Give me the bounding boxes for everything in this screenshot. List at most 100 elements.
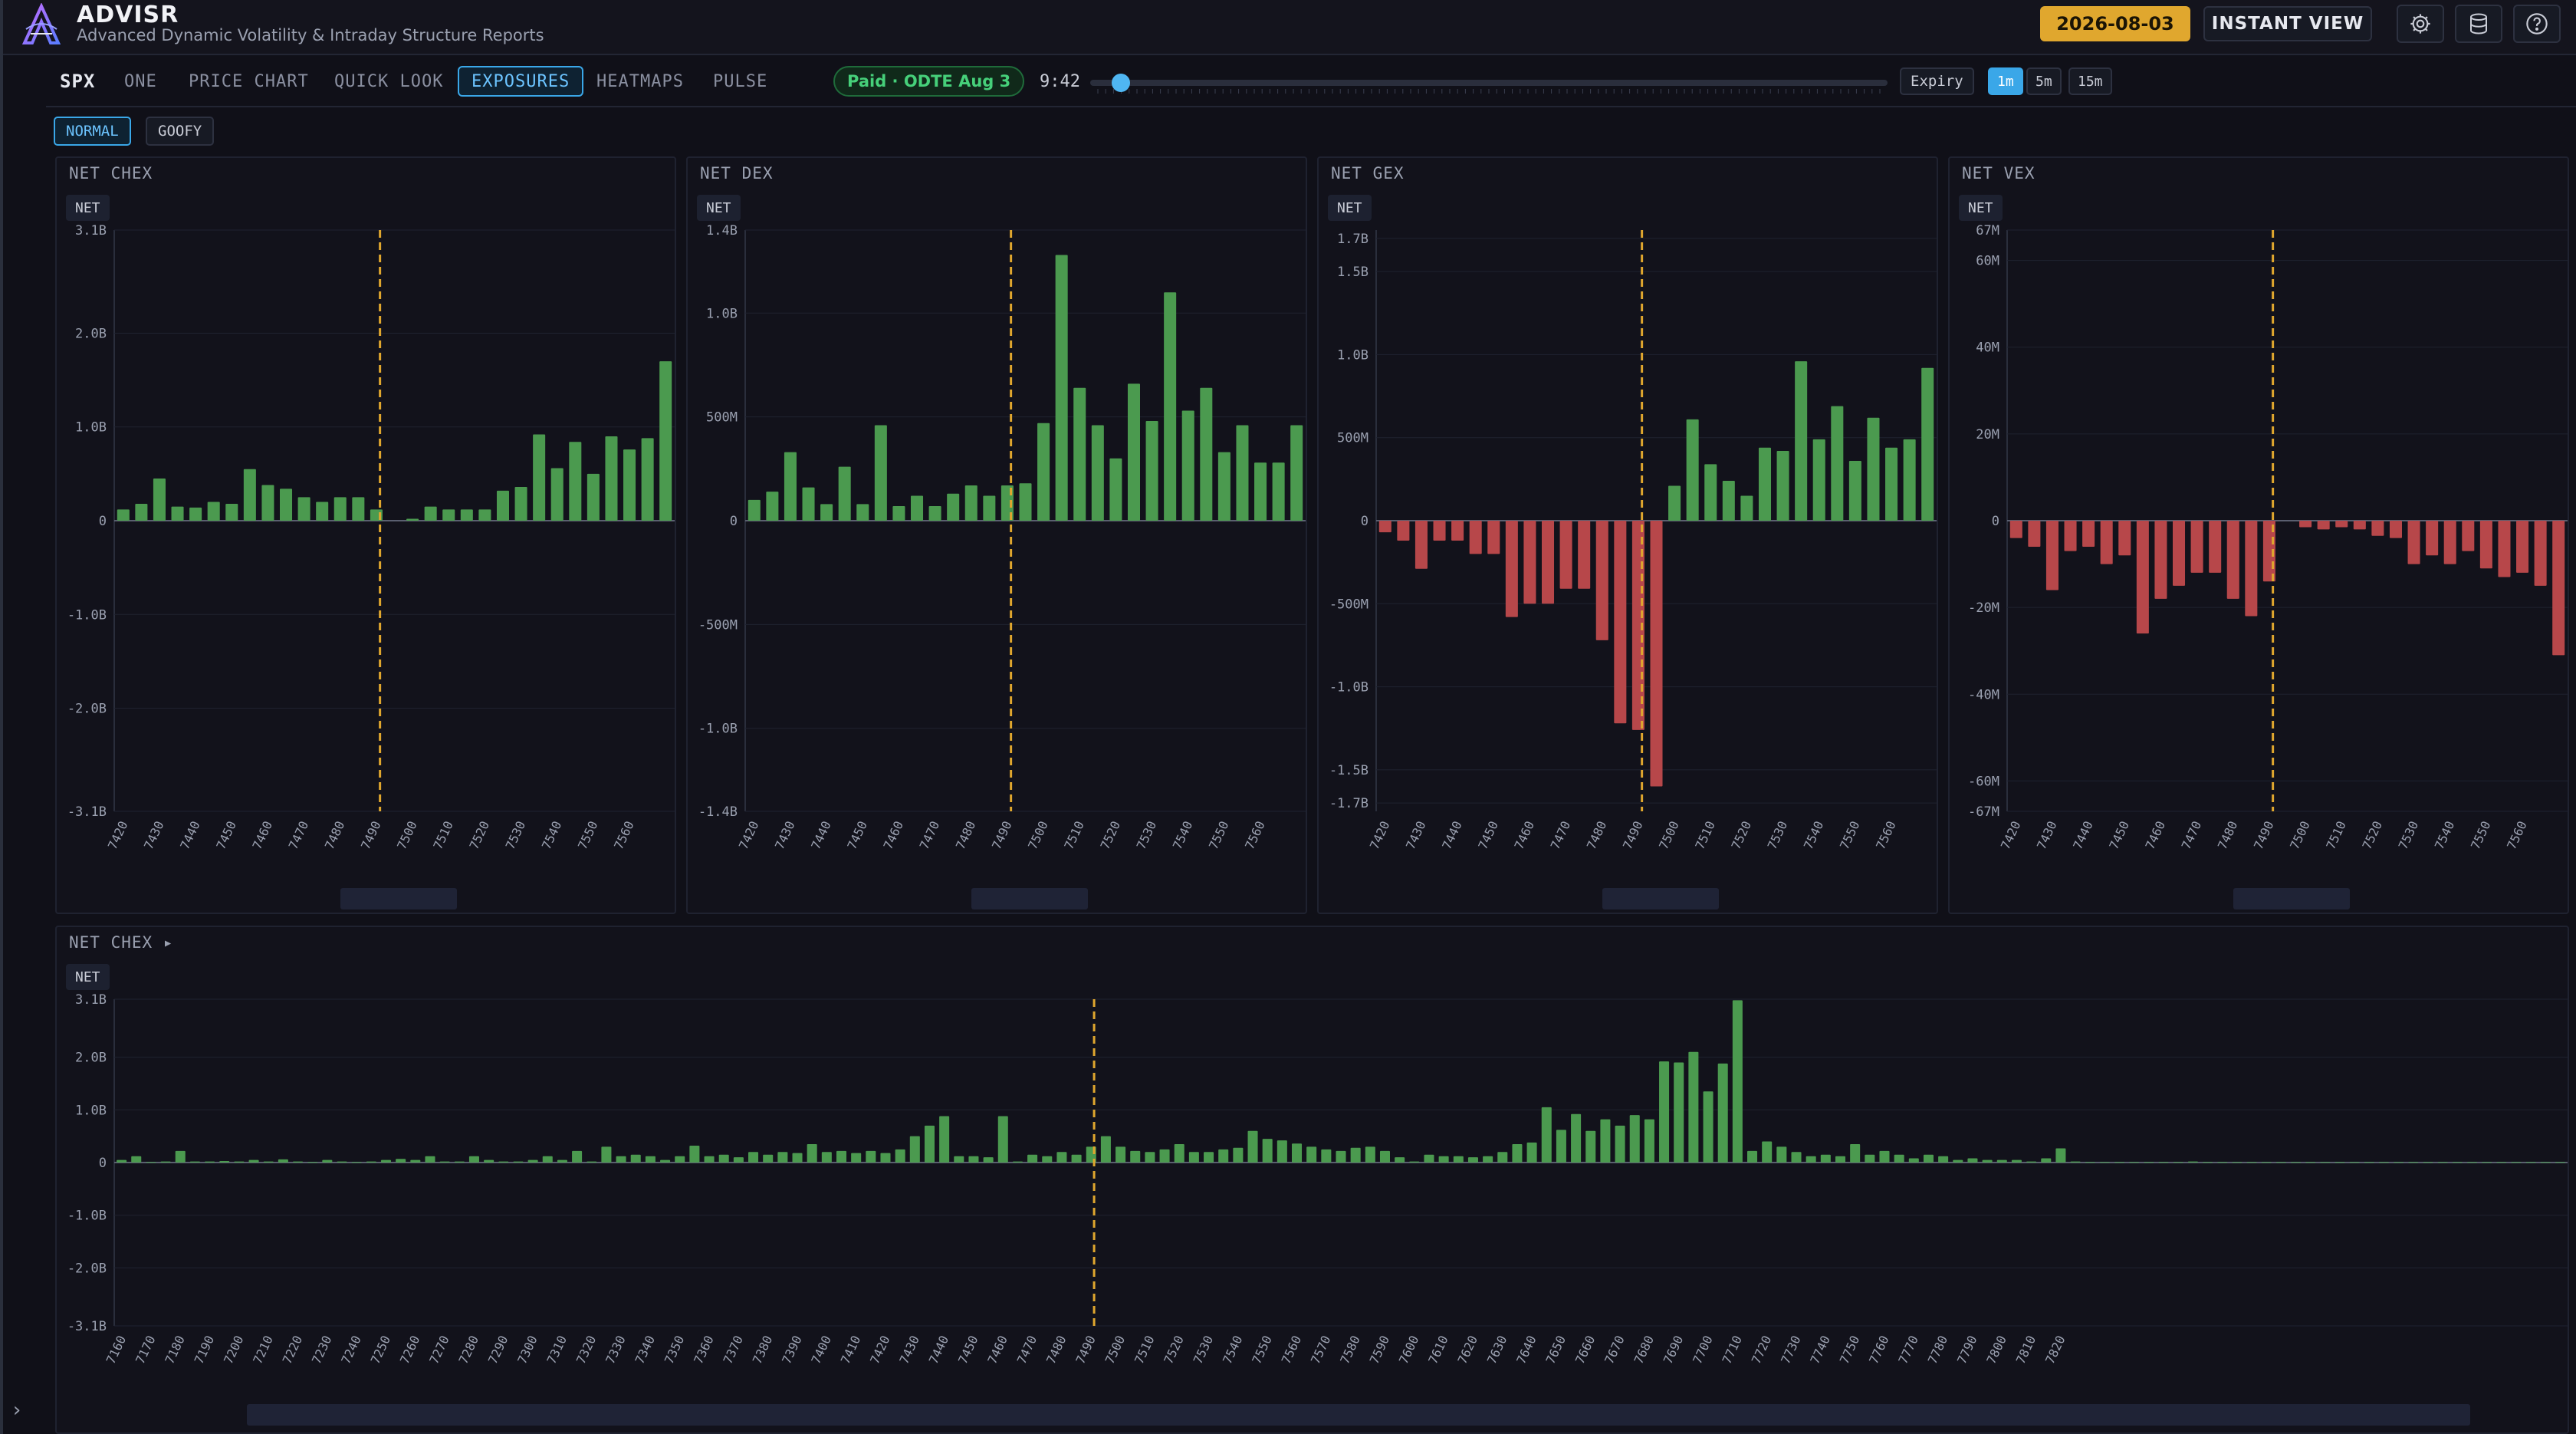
bar-positive <box>1717 1063 1728 1163</box>
bar-positive <box>1483 1156 1493 1163</box>
bar-positive <box>2349 1162 2360 1163</box>
x-tick-label: 7210 <box>250 1334 276 1367</box>
bar-positive <box>821 1152 832 1163</box>
x-tick-label: 7510 <box>1692 819 1718 852</box>
x-tick-label: 7580 <box>1337 1334 1363 1367</box>
x-tick-label: 7520 <box>1161 1334 1187 1367</box>
x-tick-label: 7410 <box>838 1334 864 1367</box>
bar-positive <box>396 1159 406 1163</box>
bar-positive <box>1879 1150 1890 1163</box>
bar-positive <box>1276 1140 1287 1163</box>
net-chip[interactable]: NET <box>66 964 110 990</box>
bar-positive <box>468 1156 479 1163</box>
bar-positive <box>243 469 256 521</box>
tab-price-chart[interactable]: PRICE CHART <box>189 71 309 91</box>
x-tick-label: 7560 <box>611 819 637 852</box>
x-tick-label: 7450 <box>955 1334 981 1367</box>
bar-positive <box>2511 1162 2522 1163</box>
database-button[interactable] <box>2455 5 2502 43</box>
x-tick-label: 7450 <box>1475 819 1501 852</box>
x-tick-label: 7500 <box>1102 1334 1129 1367</box>
bar-positive <box>406 518 419 521</box>
net-chip[interactable]: NET <box>697 195 741 221</box>
bar-positive <box>478 509 491 521</box>
x-tick-label: 7260 <box>397 1334 423 1367</box>
timeframe-1m-button[interactable]: 1m <box>1988 67 2023 95</box>
bar-positive <box>460 509 473 521</box>
bar-positive <box>1204 1152 1214 1163</box>
panel-title: NET DEX <box>700 164 774 183</box>
y-tick-label: 0 <box>99 514 107 529</box>
x-tick-label: 7820 <box>2042 1334 2068 1367</box>
symbol-label[interactable]: SPX <box>60 71 96 92</box>
x-tick-label: 7600 <box>1396 1334 1422 1367</box>
y-tick-label: -1.4B <box>698 804 738 820</box>
slider-handle[interactable] <box>1112 74 1130 92</box>
x-tick-label: 7500 <box>394 819 420 852</box>
bar-positive <box>1722 481 1735 521</box>
y-tick-label: -1.0B <box>67 1209 107 1224</box>
bar-positive <box>1831 406 1844 521</box>
bar-negative <box>1433 521 1446 541</box>
bar-negative <box>2534 521 2547 586</box>
bar-positive <box>2555 1162 2565 1163</box>
horizontal-scrollbar <box>2233 888 2350 909</box>
x-tick-label: 7230 <box>309 1334 335 1367</box>
x-tick-label: 7350 <box>662 1334 688 1367</box>
tab-quick-look[interactable]: QUICK LOOK <box>334 71 444 91</box>
bar-positive <box>909 1136 920 1163</box>
instant-view-button[interactable]: INSTANT VIEW <box>2203 6 2372 41</box>
bar-negative <box>2443 521 2456 564</box>
panel-title: NET VEX <box>1962 164 2036 183</box>
tab-exposures[interactable]: EXPOSURES <box>458 66 584 97</box>
help-button[interactable] <box>2513 5 2561 43</box>
mode-goofy-button[interactable]: GOOFY <box>146 117 215 146</box>
bar-positive <box>1037 423 1050 521</box>
x-tick-label: 7470 <box>286 819 312 852</box>
x-tick-label: 7550 <box>1837 819 1863 852</box>
bar-positive <box>484 1159 495 1163</box>
bar-negative <box>2299 521 2312 528</box>
bar-positive <box>2525 1162 2536 1163</box>
x-tick-label: 7490 <box>989 819 1015 852</box>
mode-normal-button[interactable]: NORMAL <box>54 117 131 146</box>
bar-positive <box>1732 1000 1743 1163</box>
tab-pulse[interactable]: PULSE <box>713 71 768 91</box>
tab-heatmaps[interactable]: HEATMAPS <box>596 71 684 91</box>
date-picker-button[interactable]: 2026-08-03 <box>2040 6 2190 41</box>
panel-title: NET GEX <box>1331 164 1405 183</box>
bar-negative <box>2082 521 2095 547</box>
x-tick-label: 7490 <box>358 819 384 852</box>
x-tick-label: 7420 <box>1998 819 2024 852</box>
x-tick-label: 7530 <box>1765 819 1791 852</box>
y-tick-label: 20M <box>1976 427 1999 442</box>
panel-title[interactable]: NET CHEX ▸ <box>69 933 174 952</box>
bar-positive <box>146 1162 156 1163</box>
net-chip[interactable]: NET <box>66 195 110 221</box>
net-chip[interactable]: NET <box>1959 195 2003 221</box>
bar-negative <box>2245 521 2258 617</box>
time-slider[interactable] <box>1090 72 1888 95</box>
bar-positive <box>2070 1161 2081 1163</box>
x-tick-label: 7170 <box>133 1334 159 1367</box>
x-tick-label: 7310 <box>544 1334 570 1367</box>
x-tick-label: 7560 <box>2504 819 2530 852</box>
tab-one[interactable]: ONE <box>124 71 157 91</box>
bar-positive <box>1659 1061 1670 1163</box>
bar-positive <box>424 506 437 521</box>
net-chip[interactable]: NET <box>1328 195 1372 221</box>
bar-positive <box>1130 1150 1141 1163</box>
bar-positive <box>1688 1051 1699 1163</box>
timeframe-15m-button[interactable]: 15m <box>2068 67 2112 95</box>
y-tick-label: 0 <box>1361 514 1368 529</box>
x-tick-label: 7250 <box>368 1334 394 1367</box>
expiry-button[interactable]: Expiry <box>1900 67 1974 95</box>
settings-button[interactable] <box>2397 5 2444 43</box>
bar-positive <box>1894 1154 1904 1163</box>
bar-positive <box>316 502 329 521</box>
x-tick-label: 7510 <box>1132 1334 1158 1367</box>
timeframe-5m-button[interactable]: 5m <box>2026 67 2062 95</box>
bar-positive <box>777 1152 788 1163</box>
sidebar-toggle-chevron-icon[interactable]: › <box>11 1399 23 1422</box>
plan-badge: Paid · ODTE Aug 3 <box>833 66 1025 97</box>
